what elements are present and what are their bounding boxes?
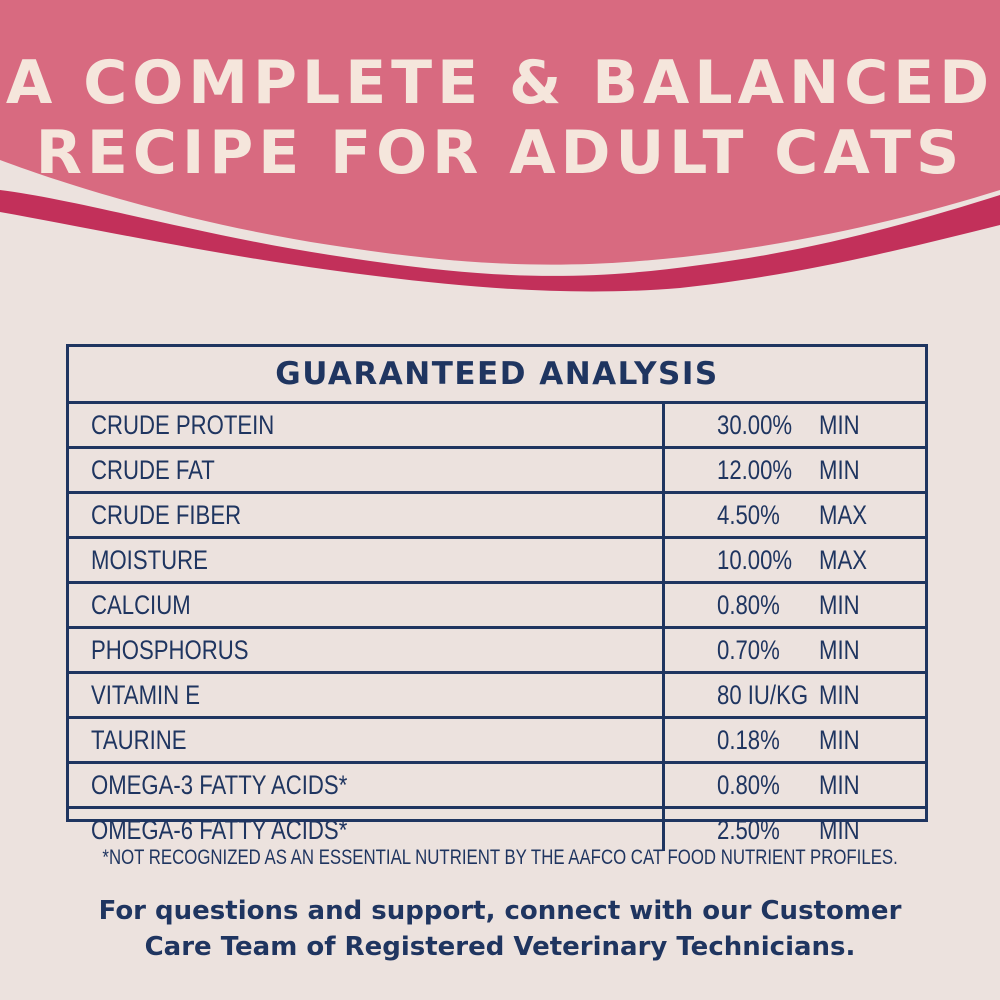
headline-line-1: A COMPLETE & BALANCED (5, 48, 995, 118)
nutrient-value-cell: 30.00% (665, 404, 817, 446)
nutrient-qualifier: MIN (819, 815, 860, 845)
nutrient-value: 0.80% (717, 770, 781, 800)
nutrient-qualifier-cell: MIN (817, 719, 925, 761)
nutrient-name-cell: CALCIUM (69, 584, 666, 626)
nutrient-name: CRUDE FIBER (91, 500, 242, 530)
nutrient-qualifier-cell: MIN (817, 629, 925, 671)
nutrient-qualifier-cell: MIN (817, 674, 925, 716)
table-row: OMEGA-3 FATTY ACIDS* 0.80% MIN (69, 764, 925, 809)
nutrient-name: CALCIUM (91, 590, 191, 620)
headline-line-2: RECIPE FOR ADULT CATS (35, 118, 965, 188)
nutrient-value-cell: 4.50% (665, 494, 817, 536)
nutrient-value: 0.80% (717, 590, 781, 620)
nutrient-name-cell: PHOSPHORUS (69, 629, 666, 671)
nutrient-qualifier-cell: MIN (817, 764, 925, 806)
nutrient-value: 4.50% (717, 500, 781, 530)
nutrient-qualifier: MAX (819, 500, 868, 530)
nutrient-name: MOISTURE (91, 545, 208, 575)
nutrient-qualifier-cell: MAX (817, 494, 925, 536)
table-title: GUARANTEED ANALYSIS (69, 347, 925, 404)
nutrient-value-cell: 0.70% (665, 629, 817, 671)
nutrient-qualifier: MIN (819, 770, 860, 800)
nutrient-value-cell: 0.18% (665, 719, 817, 761)
nutrient-name: CRUDE PROTEIN (91, 410, 275, 440)
nutrient-name-cell: CRUDE PROTEIN (69, 404, 666, 446)
support-line-2: Care Team of Registered Veterinary Techn… (144, 932, 856, 962)
guaranteed-analysis-table: GUARANTEED ANALYSIS CRUDE PROTEIN 30.00% M… (66, 344, 928, 851)
nutrient-value: 2.50% (717, 815, 781, 845)
brush-stroke (0, 190, 1000, 292)
footnote-text: *NOT RECOGNIZED AS AN ESSENTIAL NUTRIENT… (102, 846, 898, 869)
nutrient-qualifier: MIN (819, 725, 860, 755)
table-row: CRUDE FAT 12.00% MIN (69, 449, 925, 494)
nutrient-qualifier: MIN (819, 680, 860, 710)
nutrient-value-cell: 10.00% (665, 539, 817, 581)
nutrient-name: PHOSPHORUS (91, 635, 249, 665)
nutrient-qualifier: MIN (819, 410, 860, 440)
nutrient-name-cell: VITAMIN E (69, 674, 666, 716)
nutrient-value: 80 IU/KG (717, 680, 809, 710)
nutrient-name-cell: TAURINE (69, 719, 666, 761)
table-row: OMEGA-6 FATTY ACIDS* 2.50% MIN (69, 809, 925, 851)
nutrient-name: OMEGA-3 FATTY ACIDS* (91, 770, 348, 800)
nutrient-qualifier-cell: MIN (817, 449, 925, 491)
nutrient-value-cell: 12.00% (665, 449, 817, 491)
table-row: CRUDE PROTEIN 30.00% MIN (69, 404, 925, 449)
nutrient-qualifier: MIN (819, 635, 860, 665)
nutrient-name-cell: OMEGA-6 FATTY ACIDS* (69, 809, 666, 851)
footnote: *NOT RECOGNIZED AS AN ESSENTIAL NUTRIENT… (0, 846, 1000, 870)
nutrient-value-cell: 2.50% (665, 809, 817, 851)
table-row: PHOSPHORUS 0.70% MIN (69, 629, 925, 674)
table-row: CALCIUM 0.80% MIN (69, 584, 925, 629)
support-line-1: For questions and support, connect with … (98, 896, 902, 926)
nutrient-name-cell: CRUDE FAT (69, 449, 666, 491)
nutrient-qualifier: MAX (819, 545, 868, 575)
table-row: CRUDE FIBER 4.50% MAX (69, 494, 925, 539)
table-row: VITAMIN E 80 IU/KG MIN (69, 674, 925, 719)
nutrient-name: OMEGA-6 FATTY ACIDS* (91, 815, 348, 845)
nutrient-qualifier-cell: MIN (817, 404, 925, 446)
headline: A COMPLETE & BALANCED RECIPE FOR ADULT C… (0, 48, 1000, 188)
nutrient-value: 30.00% (717, 410, 793, 440)
nutrient-qualifier-cell: MIN (817, 809, 925, 851)
support-text: For questions and support, connect with … (0, 893, 1000, 965)
nutrient-value-cell: 80 IU/KG (665, 674, 817, 716)
nutrient-value: 10.00% (717, 545, 793, 575)
table-row: MOISTURE 10.00% MAX (69, 539, 925, 584)
nutrient-name: VITAMIN E (91, 680, 201, 710)
nutrient-value: 0.18% (717, 725, 781, 755)
nutrient-name-cell: OMEGA-3 FATTY ACIDS* (69, 764, 666, 806)
nutrient-name-cell: CRUDE FIBER (69, 494, 666, 536)
nutrient-qualifier-cell: MIN (817, 584, 925, 626)
pink-banner (0, 0, 1000, 265)
table-row: TAURINE 0.18% MIN (69, 719, 925, 764)
nutrient-value-cell: 0.80% (665, 584, 817, 626)
nutrient-name-cell: MOISTURE (69, 539, 666, 581)
nutrient-name: CRUDE FAT (91, 455, 215, 485)
nutrient-value: 12.00% (717, 455, 793, 485)
nutrient-name: TAURINE (91, 725, 187, 755)
nutrient-qualifier: MIN (819, 455, 860, 485)
nutrient-qualifier-cell: MAX (817, 539, 925, 581)
nutrient-value-cell: 0.80% (665, 764, 817, 806)
nutrient-value: 0.70% (717, 635, 781, 665)
nutrient-qualifier: MIN (819, 590, 860, 620)
